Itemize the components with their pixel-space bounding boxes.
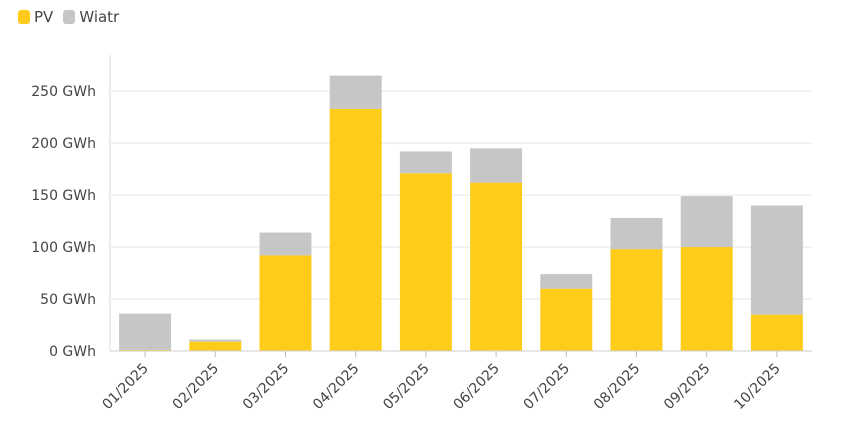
bar-wiatr-06/2025[interactable] (470, 148, 523, 183)
y-tick-label: 150 GWh (31, 188, 96, 204)
y-tick-label: 0 GWh (49, 344, 96, 360)
x-tick-label: 03/2025 (240, 361, 292, 413)
x-tick-label: 02/2025 (170, 361, 222, 413)
x-tick-label: 06/2025 (450, 361, 502, 413)
x-tick-label: 09/2025 (661, 361, 713, 413)
legend-label-wiatr: Wiatr (79, 8, 120, 26)
bar-wiatr-04/2025[interactable] (329, 75, 382, 109)
bar-wiatr-10/2025[interactable] (750, 205, 803, 315)
x-tick-label: 05/2025 (380, 361, 432, 413)
legend-swatch-pv (18, 10, 30, 24)
x-tick-label: 04/2025 (310, 361, 362, 413)
bar-wiatr-01/2025[interactable] (119, 313, 172, 350)
bar-pv-07/2025[interactable] (540, 288, 593, 351)
y-tick-label: 100 GWh (31, 240, 96, 256)
x-tick-label: 01/2025 (99, 361, 151, 413)
bar-pv-08/2025[interactable] (610, 249, 663, 351)
bar-pv-01/2025[interactable] (119, 349, 172, 351)
x-tick-label: 10/2025 (731, 361, 783, 413)
bar-wiatr-08/2025[interactable] (610, 217, 663, 250)
bar-pv-09/2025[interactable] (680, 247, 733, 351)
x-tick-label: 08/2025 (591, 361, 643, 413)
bar-wiatr-02/2025[interactable] (189, 339, 242, 342)
legend-item-pv[interactable]: PV (18, 8, 53, 26)
bar-wiatr-09/2025[interactable] (680, 196, 733, 248)
y-tick-label: 250 GWh (31, 84, 96, 100)
legend: PV Wiatr (18, 8, 119, 26)
bar-pv-02/2025[interactable] (189, 341, 242, 351)
legend-swatch-wiatr (63, 10, 76, 24)
bar-wiatr-03/2025[interactable] (259, 232, 312, 256)
bar-pv-03/2025[interactable] (259, 255, 312, 351)
bar-pv-10/2025[interactable] (750, 314, 803, 351)
y-tick-label: 200 GWh (31, 136, 96, 152)
x-tick-label: 07/2025 (521, 361, 573, 413)
bar-wiatr-07/2025[interactable] (540, 274, 593, 289)
bar-pv-05/2025[interactable] (399, 173, 452, 351)
bar-pv-06/2025[interactable] (470, 182, 523, 351)
legend-label-pv: PV (34, 8, 54, 26)
y-tick-label: 50 GWh (40, 292, 96, 308)
legend-item-wiatr[interactable]: Wiatr (63, 8, 119, 26)
bar-wiatr-05/2025[interactable] (399, 151, 452, 174)
bar-pv-04/2025[interactable] (329, 108, 382, 351)
